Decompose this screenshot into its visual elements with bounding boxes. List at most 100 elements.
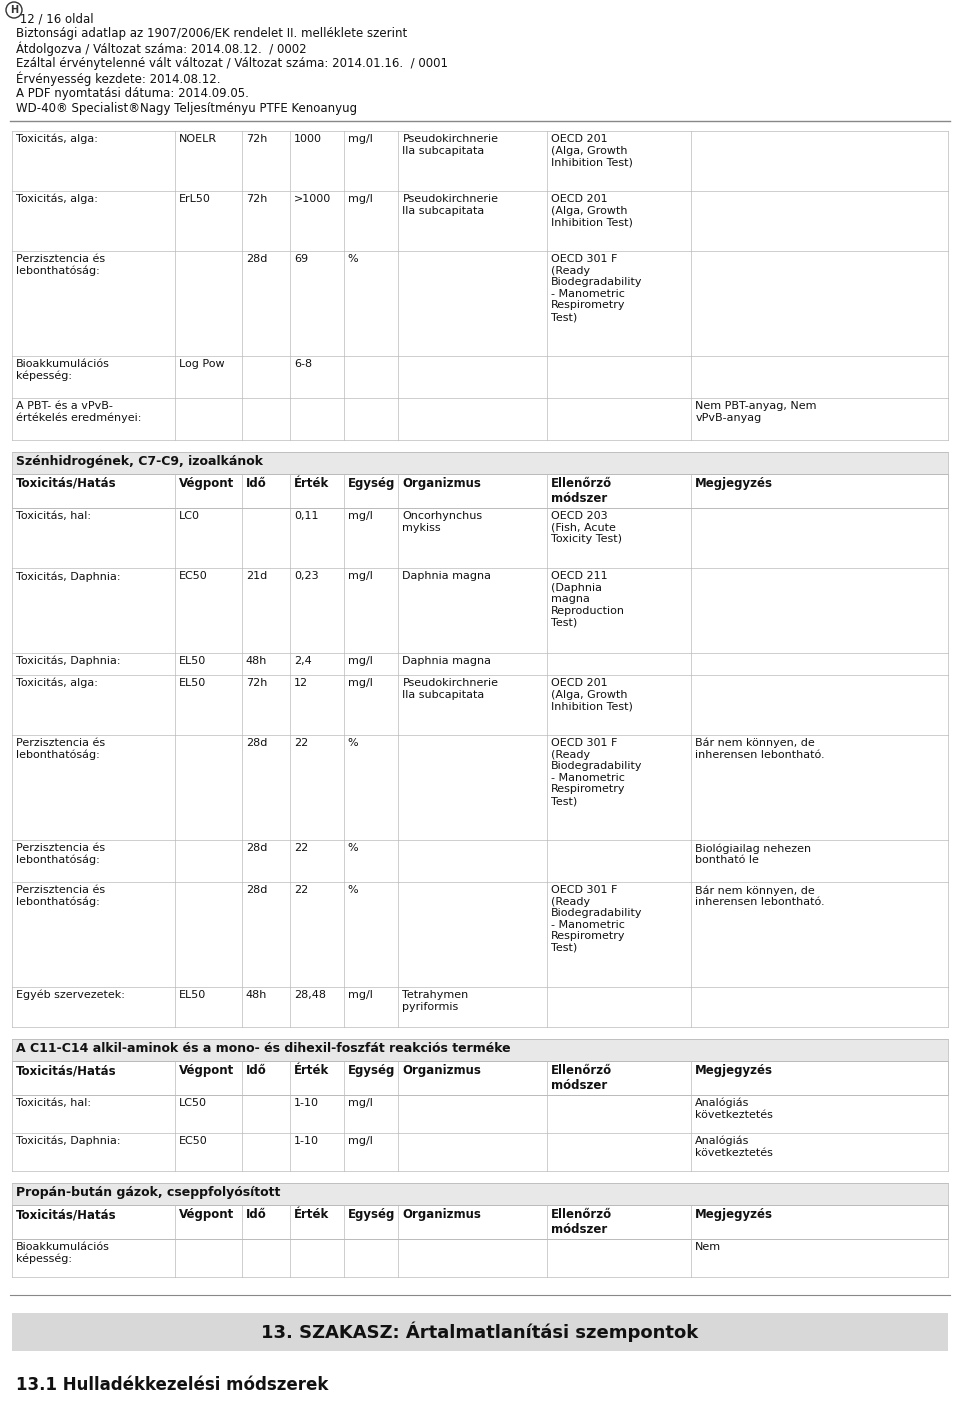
Text: Megjegyzés: Megjegyzés: [695, 1063, 773, 1078]
Text: Egység: Egység: [348, 477, 396, 490]
Text: mg/l: mg/l: [348, 571, 372, 581]
Text: Toxicitás/Hatás: Toxicitás/Hatás: [15, 1208, 116, 1221]
Text: 1-10: 1-10: [294, 1136, 319, 1146]
Text: 72h: 72h: [246, 194, 267, 203]
Text: 0,23: 0,23: [294, 571, 319, 581]
Text: OECD 201
(Alga, Growth
Inhibition Test): OECD 201 (Alga, Growth Inhibition Test): [551, 194, 633, 227]
Bar: [12, 474, 948, 508]
Text: Analógiás
következtetés: Analógiás következtetés: [695, 1099, 773, 1120]
Text: Organizmus: Organizmus: [402, 1208, 481, 1221]
Bar: [12, 1183, 948, 1205]
Text: Toxicitás, alga:: Toxicitás, alga:: [15, 135, 97, 145]
Text: Egység: Egység: [348, 1208, 396, 1221]
Text: 21d: 21d: [246, 571, 267, 581]
Text: %: %: [348, 843, 358, 853]
Text: mg/l: mg/l: [348, 1136, 372, 1146]
Text: Daphnia magna: Daphnia magna: [402, 657, 492, 666]
Text: Pseudokirchnerie
Ila subcapitata: Pseudokirchnerie Ila subcapitata: [402, 678, 498, 700]
Text: Pseudokirchnerie
Ila subcapitata: Pseudokirchnerie Ila subcapitata: [402, 135, 498, 156]
Text: LC50: LC50: [179, 1099, 206, 1108]
Text: Érték: Érték: [294, 1208, 329, 1221]
Text: 1-10: 1-10: [294, 1099, 319, 1108]
Text: EL50: EL50: [179, 991, 206, 1000]
Text: Érték: Érték: [294, 477, 329, 490]
Text: OECD 301 F
(Ready
Biodegradability
- Manometric
Respirometry
Test): OECD 301 F (Ready Biodegradability - Man…: [551, 254, 642, 323]
Text: 1000: 1000: [294, 135, 322, 145]
Text: 22: 22: [294, 738, 308, 748]
Text: 28d: 28d: [246, 738, 267, 748]
Text: A PBT- és a vPvB-
értékelés eredményei:: A PBT- és a vPvB- értékelés eredményei:: [15, 401, 141, 424]
Text: 48h: 48h: [246, 657, 267, 666]
Text: Megjegyzés: Megjegyzés: [695, 477, 773, 490]
Text: Idő: Idő: [246, 1208, 267, 1221]
Text: Perzisztencia és
lebonthatóság:: Perzisztencia és lebonthatóság:: [15, 885, 105, 908]
Text: %: %: [348, 738, 358, 748]
Text: NOELR: NOELR: [179, 135, 217, 145]
Text: mg/l: mg/l: [348, 657, 372, 666]
Text: Ellenőrző
módszer: Ellenőrző módszer: [551, 1208, 612, 1236]
Bar: [12, 452, 948, 474]
Text: 0,11: 0,11: [294, 511, 319, 521]
Text: 13. SZAKASZ: Ártalmatlanítási szempontok: 13. SZAKASZ: Ártalmatlanítási szempontok: [261, 1322, 699, 1343]
Text: 22: 22: [294, 843, 308, 853]
Text: mg/l: mg/l: [348, 678, 372, 687]
Text: Szénhidrogének, C7-C9, izoalkánok: Szénhidrogének, C7-C9, izoalkánok: [15, 455, 262, 469]
Text: Biológiailag nehezen
bontható le: Biológiailag nehezen bontható le: [695, 843, 811, 866]
Text: Nem PBT-anyag, Nem
vPvB-anyag: Nem PBT-anyag, Nem vPvB-anyag: [695, 401, 817, 422]
Text: Végpont: Végpont: [179, 1063, 234, 1078]
Text: Organizmus: Organizmus: [402, 477, 481, 490]
Text: Pseudokirchnerie
Ila subcapitata: Pseudokirchnerie Ila subcapitata: [402, 194, 498, 216]
Text: Toxicitás, hal:: Toxicitás, hal:: [15, 511, 90, 521]
Text: Megjegyzés: Megjegyzés: [695, 1208, 773, 1221]
Text: Biztonsági adatlap az 1907/2006/EK rendelet II. melléklete szerint: Biztonsági adatlap az 1907/2006/EK rende…: [15, 27, 407, 41]
Text: EC50: EC50: [179, 571, 207, 581]
Text: H: H: [10, 6, 18, 15]
Text: Nem: Nem: [695, 1242, 721, 1251]
Text: 28d: 28d: [246, 885, 267, 895]
Text: Érték: Érték: [294, 1063, 329, 1078]
Bar: [12, 1061, 948, 1094]
Text: OECD 203
(Fish, Acute
Toxicity Test): OECD 203 (Fish, Acute Toxicity Test): [551, 511, 622, 544]
Text: OECD 301 F
(Ready
Biodegradability
- Manometric
Respirometry
Test): OECD 301 F (Ready Biodegradability - Man…: [551, 885, 642, 953]
Bar: [12, 1040, 948, 1061]
Text: OECD 301 F
(Ready
Biodegradability
- Manometric
Respirometry
Test): OECD 301 F (Ready Biodegradability - Man…: [551, 738, 642, 805]
Text: 22: 22: [294, 885, 308, 895]
Text: Bár nem könnyen, de
inherensen lebontható.: Bár nem könnyen, de inherensen lebonthat…: [695, 885, 825, 908]
Text: OECD 201
(Alga, Growth
Inhibition Test): OECD 201 (Alga, Growth Inhibition Test): [551, 135, 633, 167]
Text: mg/l: mg/l: [348, 511, 372, 521]
Text: OECD 201
(Alga, Growth
Inhibition Test): OECD 201 (Alga, Growth Inhibition Test): [551, 678, 633, 711]
Text: mg/l: mg/l: [348, 991, 372, 1000]
Text: 72h: 72h: [246, 678, 267, 687]
Text: Tetrahymen
pyriformis: Tetrahymen pyriformis: [402, 991, 468, 1012]
Text: Oncorhynchus
mykiss: Oncorhynchus mykiss: [402, 511, 483, 533]
Text: Idő: Idő: [246, 1063, 267, 1078]
Text: 6-8: 6-8: [294, 359, 312, 369]
Bar: [12, 1313, 948, 1351]
Text: Idő: Idő: [246, 477, 267, 490]
Text: 12: 12: [294, 678, 308, 687]
Text: 69: 69: [294, 254, 308, 264]
Text: Végpont: Végpont: [179, 1208, 234, 1221]
Text: 28d: 28d: [246, 843, 267, 853]
Text: Bioakkumulációs
képesség:: Bioakkumulációs képesség:: [15, 1242, 109, 1264]
Text: Toxicitás, Daphnia:: Toxicitás, Daphnia:: [15, 1136, 120, 1146]
Text: Perzisztencia és
lebonthatóság:: Perzisztencia és lebonthatóság:: [15, 738, 105, 760]
Text: mg/l: mg/l: [348, 1099, 372, 1108]
Text: Toxicitás/Hatás: Toxicitás/Hatás: [15, 1063, 116, 1078]
Text: Érvényesség kezdete: 2014.08.12.: Érvényesség kezdete: 2014.08.12.: [15, 72, 220, 87]
Text: Bioakkumulációs
képesség:: Bioakkumulációs képesség:: [15, 359, 109, 382]
Text: Perzisztencia és
lebonthatóság:: Perzisztencia és lebonthatóság:: [15, 254, 105, 276]
Text: ErL50: ErL50: [179, 194, 210, 203]
Text: WD-40® Specialist®Nagy Teljesítményu PTFE Kenoanyug: WD-40® Specialist®Nagy Teljesítményu PTF…: [15, 102, 357, 115]
Text: 13.1 Hulladékkezelési módszerek: 13.1 Hulladékkezelési módszerek: [15, 1376, 328, 1395]
Text: Ezáltal érvénytelenné vált változat / Változat száma: 2014.01.16.  / 0001: Ezáltal érvénytelenné vált változat / Vá…: [15, 58, 447, 70]
Text: %: %: [348, 885, 358, 895]
Text: A C11-C14 alkil-aminok és a mono- és dihexil-foszfát reakciós terméke: A C11-C14 alkil-aminok és a mono- és dih…: [15, 1042, 510, 1055]
Text: Propán-bután gázok, cseppfolyósított: Propán-bután gázok, cseppfolyósított: [15, 1186, 280, 1200]
Text: Toxicitás, Daphnia:: Toxicitás, Daphnia:: [15, 571, 120, 581]
Text: 12 / 16 oldal: 12 / 16 oldal: [15, 13, 93, 25]
Text: Egyéb szervezetek:: Egyéb szervezetek:: [15, 991, 125, 1000]
Text: 2,4: 2,4: [294, 657, 312, 666]
Text: Ellenőrző
módszer: Ellenőrző módszer: [551, 1063, 612, 1092]
Text: Analógiás
következtetés: Analógiás következtetés: [695, 1136, 773, 1157]
